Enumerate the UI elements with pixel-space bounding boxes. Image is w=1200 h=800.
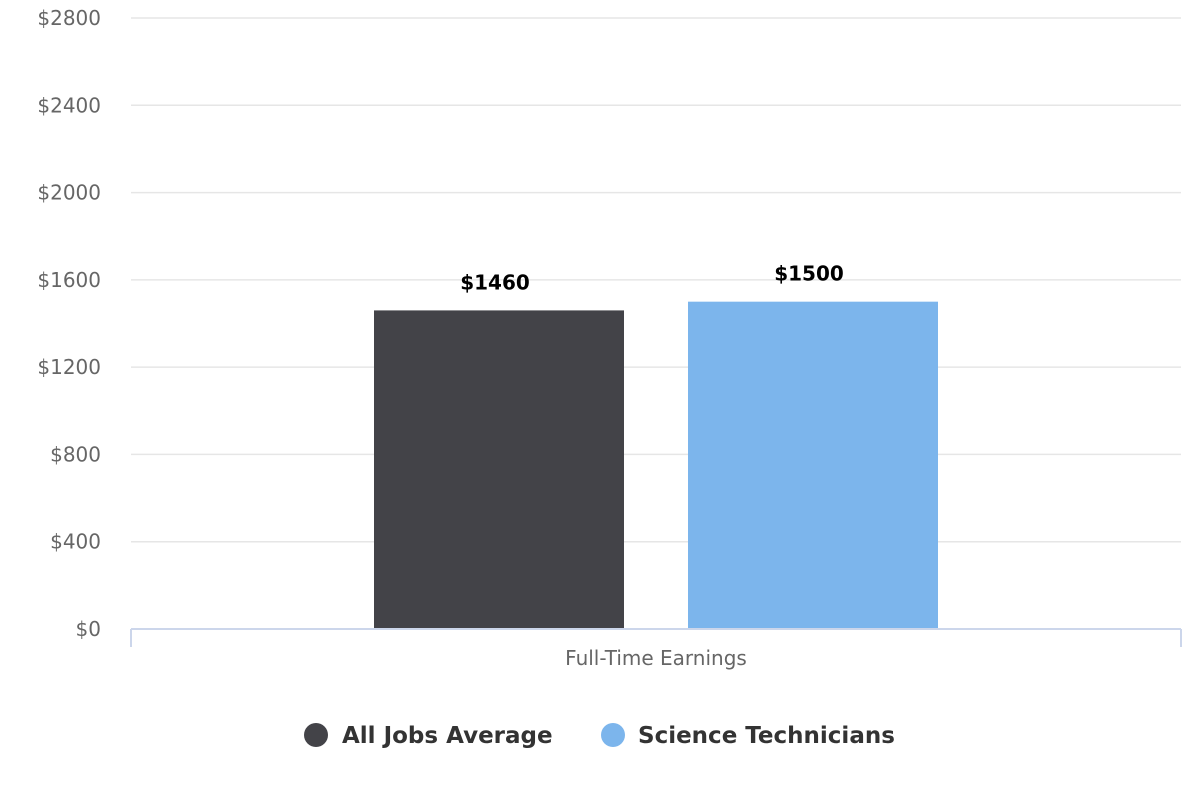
bars [374, 301, 938, 629]
data-label: $1460 [460, 270, 530, 294]
legend-item-label[interactable]: All Jobs Average [342, 723, 553, 749]
y-axis-tick-labels: $0 $400 $800 $1200 $1600 $2000 $2400 $2800 [37, 6, 101, 641]
y-tick-label: $1600 [37, 268, 101, 292]
x-axis: Full-Time Earnings [130, 628, 1182, 670]
data-labels: $1460 $1500 [460, 262, 844, 295]
grid-lines [131, 17, 1181, 543]
x-tick-label: Full-Time Earnings [565, 646, 747, 670]
y-tick-label: $800 [50, 442, 101, 466]
y-tick-label: $400 [50, 530, 101, 554]
y-tick-label: $2400 [37, 93, 101, 117]
bar-all-jobs-average[interactable] [374, 310, 624, 629]
legend-marker[interactable] [601, 723, 625, 747]
y-tick-label: $2800 [37, 6, 101, 30]
legend-marker[interactable] [304, 723, 328, 747]
y-tick-label: $2000 [37, 181, 101, 205]
bar-science-technicians[interactable] [688, 301, 938, 629]
data-label: $1500 [774, 262, 844, 286]
legend[interactable]: All Jobs Average Science Technicians [304, 723, 895, 749]
y-tick-label: $1200 [37, 355, 101, 379]
y-tick-label: $0 [76, 617, 101, 641]
legend-item-label[interactable]: Science Technicians [638, 723, 895, 749]
